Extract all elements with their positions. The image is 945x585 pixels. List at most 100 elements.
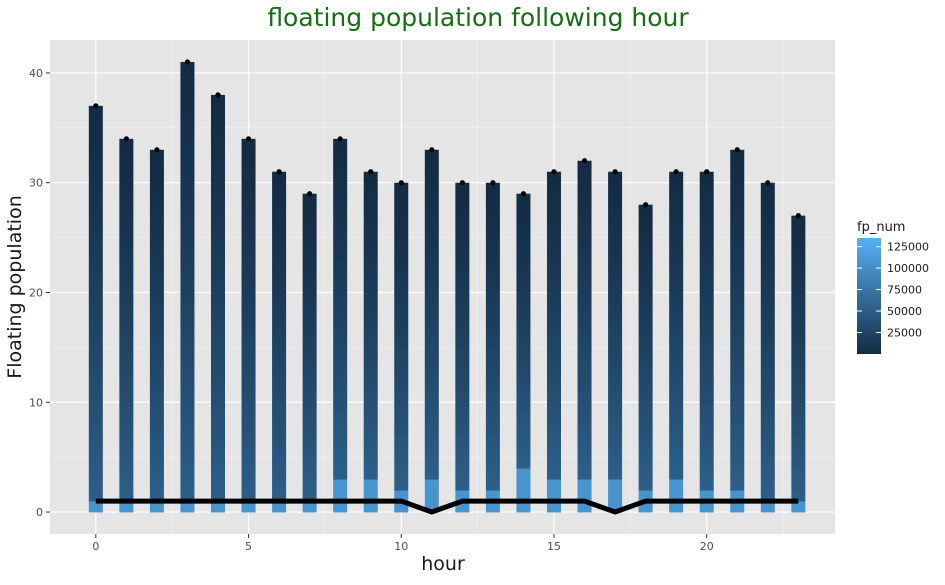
legend: fp_num 125000 100000 75000 50000 25000 — [857, 220, 929, 354]
bar-segment — [241, 435, 256, 447]
bar-segment — [791, 435, 806, 447]
bar-segment — [791, 424, 806, 436]
bar-segment — [699, 270, 714, 282]
bar-segment — [180, 391, 195, 403]
bar-segment — [149, 204, 164, 217]
bar-segment — [241, 490, 256, 502]
bar-segment — [302, 336, 317, 348]
bar-segment — [760, 446, 775, 458]
bar-segment — [669, 347, 684, 359]
bar-segment — [485, 325, 500, 337]
bar-segment — [577, 380, 592, 392]
bar-segment — [333, 215, 348, 228]
bar-segment — [455, 468, 470, 480]
bar-segment — [424, 193, 439, 206]
bar-segment — [546, 182, 561, 195]
bar-segment — [363, 292, 378, 304]
bar-segment — [149, 237, 164, 249]
bar-18 — [638, 204, 653, 513]
bar-segment — [88, 468, 103, 480]
bar-segment — [699, 193, 714, 206]
bar-segment — [699, 347, 714, 359]
bar-segment — [149, 215, 164, 228]
bar-segment — [699, 237, 714, 249]
bar-segment — [485, 424, 500, 436]
bar-segment — [669, 226, 684, 238]
bar-segment — [363, 259, 378, 271]
bar-segment — [516, 303, 531, 315]
bar-segment — [180, 325, 195, 337]
bar-segment — [394, 391, 409, 403]
bar-segment — [424, 292, 439, 304]
bar-segment — [394, 380, 409, 392]
bar-segment — [88, 182, 103, 195]
bar-segment — [730, 490, 745, 502]
bar-segment — [699, 292, 714, 304]
bar-segment — [363, 501, 378, 513]
bar-segment — [424, 501, 439, 513]
bar-segment — [88, 226, 103, 238]
bar-segment — [608, 171, 623, 184]
bar-segment — [241, 479, 256, 491]
bar-segment — [241, 314, 256, 326]
bar-segment — [119, 138, 134, 151]
bar-segment — [149, 193, 164, 206]
bar-segment — [302, 347, 317, 359]
bar-segment — [424, 413, 439, 425]
bar-segment — [577, 193, 592, 206]
bar-segment — [608, 501, 623, 513]
point-9 — [368, 169, 374, 175]
bar-segment — [455, 380, 470, 392]
bar-segment — [730, 336, 745, 348]
bar-segment — [180, 446, 195, 458]
bar-segment — [241, 270, 256, 282]
bar-segment — [791, 347, 806, 359]
bar-16 — [577, 160, 592, 513]
bar-segment — [730, 380, 745, 392]
bar-segment — [333, 314, 348, 326]
bar-segment — [180, 237, 195, 249]
bar-segment — [485, 204, 500, 217]
point-21 — [734, 147, 740, 153]
bar-segment — [149, 226, 164, 238]
bar-segment — [88, 116, 103, 129]
bar-segment — [424, 402, 439, 414]
bar-segment — [760, 347, 775, 359]
bar-segment — [333, 237, 348, 249]
bar-segment — [394, 314, 409, 326]
bar-segment — [638, 215, 653, 228]
bar-segment — [394, 193, 409, 206]
bar-segment — [149, 325, 164, 337]
bar-segment — [730, 358, 745, 370]
bar-segment — [730, 369, 745, 381]
bar-segment — [180, 72, 195, 85]
bar-segment — [608, 490, 623, 502]
bar-segment — [394, 325, 409, 337]
bar-segment — [302, 237, 317, 249]
bar-segment — [149, 281, 164, 293]
bar-segment — [760, 468, 775, 480]
bar-segment — [760, 204, 775, 217]
bar-segment — [88, 171, 103, 184]
bar-segment — [516, 270, 531, 282]
bar-segment — [669, 281, 684, 293]
bar-segment — [638, 303, 653, 315]
point-3 — [184, 59, 191, 65]
bar-segment — [424, 336, 439, 348]
bar-segment — [363, 171, 378, 184]
bar-segment — [272, 281, 287, 293]
bar-segment — [119, 402, 134, 414]
bar-segment — [608, 457, 623, 469]
bar-23 — [791, 215, 806, 513]
bar-segment — [333, 435, 348, 447]
bar-segment — [88, 479, 103, 491]
bar-segment — [699, 468, 714, 480]
bar-segment — [88, 402, 103, 414]
bar-segment — [241, 468, 256, 480]
bar-segment — [210, 270, 225, 282]
bar-segment — [363, 347, 378, 359]
bar-segment — [669, 204, 684, 217]
bar-segment — [485, 182, 500, 195]
bar-segment — [730, 325, 745, 337]
